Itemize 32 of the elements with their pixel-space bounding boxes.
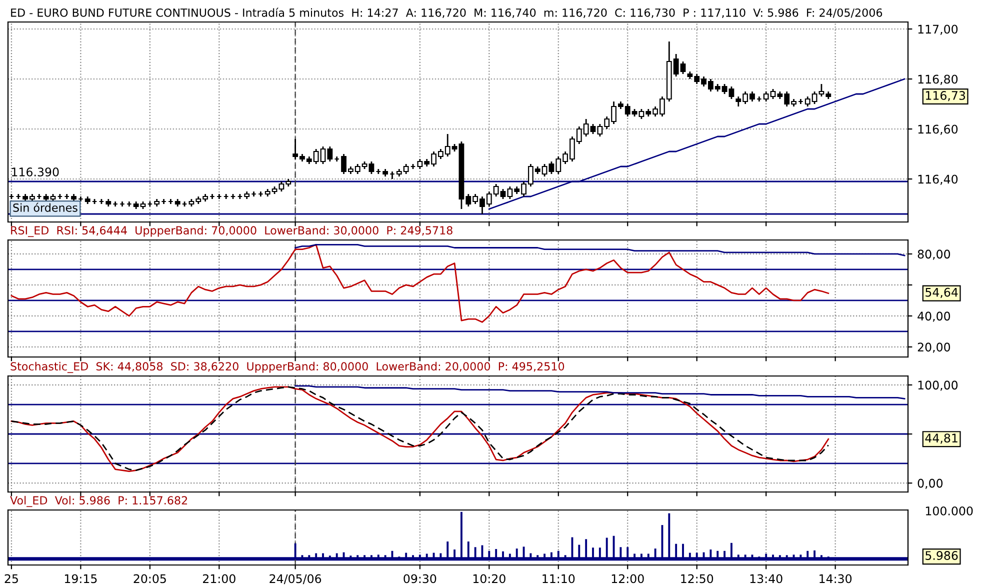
x-tick-label: 12:50 [681, 574, 714, 584]
y-tick-label: 20,00 [918, 342, 950, 353]
x-tick-label: 14:30 [820, 574, 852, 584]
text: 5.986 [926, 551, 958, 560]
y-tick-label: 100,00 [918, 380, 958, 391]
y-tick-label: 116,60 [918, 124, 958, 135]
x-tick-label: 19:15 [64, 574, 97, 584]
y-tick-label: 80,00 [918, 250, 950, 260]
chart-title: RSI_ED RSI: 54,6444 UppperBand: 70,0000 LowerBand: 30,0000 P: 249,5718 [11, 226, 452, 237]
text: 54,64 [926, 288, 958, 298]
text: 100.000 [926, 506, 973, 516]
y-tick-label: 116,40 [918, 174, 958, 185]
x-tick-label: 12:00 [612, 574, 644, 584]
y-tick-label: 117,00 [918, 24, 958, 35]
x-tick-label: 20:05 [134, 574, 166, 584]
y-tick-label: 116,80 [918, 74, 958, 85]
text: 116,73 [926, 90, 966, 102]
x-tick-label: 10:20 [473, 574, 506, 584]
y-tick-label: 0,00 [918, 478, 943, 489]
y-tick-label: 40,00 [918, 312, 950, 322]
text: 44,81 [925, 434, 958, 444]
annotation: Sin órdenes [13, 202, 78, 212]
x-tick-label: 11:10 [542, 574, 575, 584]
x-tick-label: 21:00 [203, 574, 236, 584]
ref-line-label: 116.390 [12, 168, 59, 176]
chart-title: Vol_ED Vol: 5.986 P: 1.157.682 [10, 496, 188, 507]
chart-title: Stochastic_ED SK: 44,8058 SD: 38,6220 UppperBand: 80,0000 LowerBand: 20,0000 P: 495,2510 [10, 362, 564, 373]
chart-title: ED - EURO BUND FUTURE CONTINUOUS - Intradía 5 minutos H: 14:27 A: 116,720 M: 116,740 m: 116,720 C: 116,730 P : 117,110 V: 5.986 F: 24/05/2006 [11, 8, 882, 18]
x-tick-label: 13:40 [750, 574, 782, 584]
x-tick-label: 09:30 [404, 574, 436, 584]
x-tick-label: 24/05/06 [270, 574, 322, 584]
x-tick-label: 25 [4, 574, 18, 584]
